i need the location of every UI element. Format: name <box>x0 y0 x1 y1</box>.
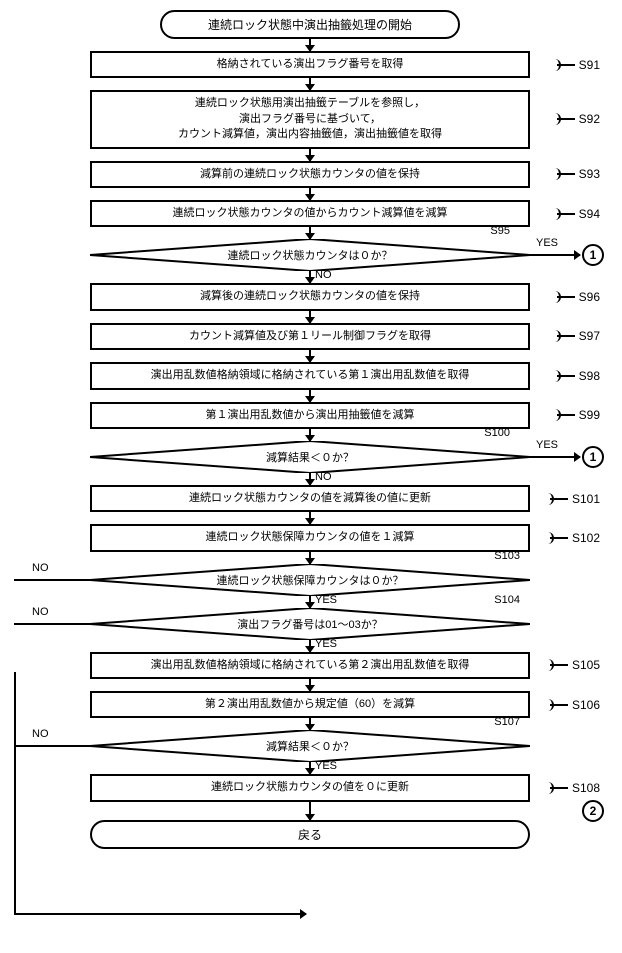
process-s91: 格納されている演出フラグ番号を取得 <box>90 51 530 78</box>
decision-s107: 減算結果＜０か？ <box>90 730 530 762</box>
decision-s95: 連続ロック状態カウンタは０か？ <box>90 239 530 271</box>
yes-label-s100: YES <box>536 439 558 451</box>
step-label-s102: S102 <box>550 531 600 545</box>
dec-id-s103: S103 <box>494 550 520 562</box>
step-label-s105: S105 <box>550 658 600 672</box>
connector-1a: 1 <box>582 244 604 266</box>
step-label-s97: S97 <box>557 329 600 343</box>
process-s108: 連続ロック状態カウンタの値を０に更新 <box>90 774 530 801</box>
connector-1b: 1 <box>582 446 604 468</box>
dec-id-s107: S107 <box>494 716 520 728</box>
no-label-s107: NO <box>32 728 49 740</box>
process-s92: 連続ロック状態用演出抽籤テーブルを参照し， 演出フラグ番号に基づいて， カウント… <box>90 90 530 148</box>
process-s97: カウント減算値及び第１リール制御フラグを取得 <box>90 323 530 350</box>
process-s102: 連続ロック状態保障カウンタの値を１減算 <box>90 524 530 551</box>
connector-2: 2 <box>582 800 604 822</box>
start-terminal: 連続ロック状態中演出抽籤処理の開始 <box>160 10 460 39</box>
process-s94: 連続ロック状態カウンタの値からカウント減算値を減算 <box>90 200 530 227</box>
step-label-s91: S91 <box>557 58 600 72</box>
step-label-s93: S93 <box>557 167 600 181</box>
process-s99: 第１演出用乱数値から演出用抽籤値を減算 <box>90 402 530 429</box>
process-s98: 演出用乱数値格納領域に格納されている第１演出用乱数値を取得 <box>90 362 530 389</box>
dec-id-s104: S104 <box>494 594 520 606</box>
dec-id-s95: S95 <box>490 225 510 237</box>
no-label-s100: NO <box>315 471 332 483</box>
end-terminal: 戻る <box>90 820 530 849</box>
step-label-s94: S94 <box>557 207 600 221</box>
step-label-s98: S98 <box>557 369 600 383</box>
step-label-s99: S99 <box>557 408 600 422</box>
decision-s103: 連続ロック状態保障カウンタは０か？ <box>90 564 530 596</box>
yes-label-s95: YES <box>536 237 558 249</box>
step-label-s108: S108 <box>550 781 600 795</box>
step-label-s92: S92 <box>557 112 600 126</box>
step-label-s106: S106 <box>550 698 600 712</box>
process-s101: 連続ロック状態カウンタの値を減算後の値に更新 <box>90 485 530 512</box>
no-label-s95: NO <box>315 269 332 281</box>
dec-id-s100: S100 <box>484 427 510 439</box>
process-s105: 演出用乱数値格納領域に格納されている第２演出用乱数値を取得 <box>90 652 530 679</box>
flowchart: 連続ロック状態中演出抽籤処理の開始 格納されている演出フラグ番号を取得 S91 … <box>10 10 610 849</box>
process-s106: 第２演出用乱数値から規定値（60）を減算 <box>90 691 530 718</box>
process-s96: 減算後の連続ロック状態カウンタの値を保持 <box>90 283 530 310</box>
yes-label-s107: YES <box>315 760 337 772</box>
decision-s104: 演出フラグ番号は01～03か？ <box>90 608 530 640</box>
yes-label-s104: YES <box>315 638 337 650</box>
step-label-s101: S101 <box>550 492 600 506</box>
no-label-s104: NO <box>32 606 49 618</box>
yes-label-s103: YES <box>315 594 337 606</box>
step-label-s96: S96 <box>557 290 600 304</box>
process-s93: 減算前の連続ロック状態カウンタの値を保持 <box>90 161 530 188</box>
no-label-s103: NO <box>32 562 49 574</box>
decision-s100: 減算結果＜０か？ <box>90 441 530 473</box>
